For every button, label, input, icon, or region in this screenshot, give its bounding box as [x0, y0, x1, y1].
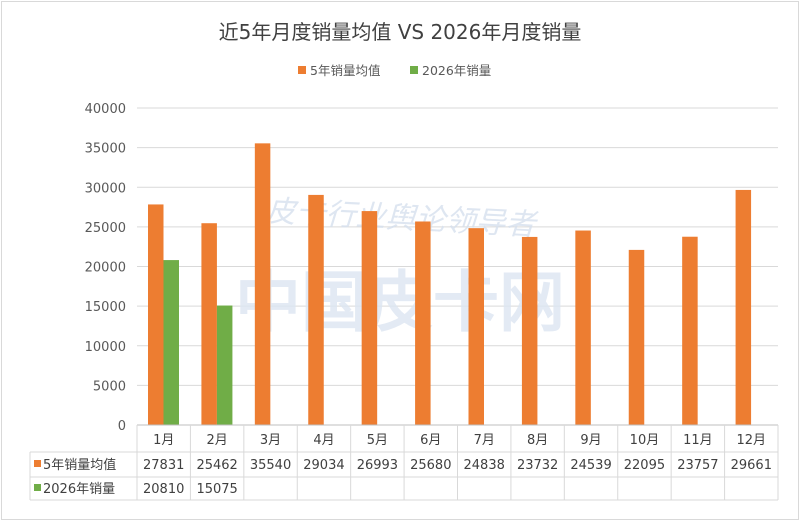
bar-5yr-avg-10	[628, 249, 645, 425]
x-tick-label: 10月	[630, 433, 660, 448]
bar-2026-2	[216, 305, 233, 425]
table-value: 24539	[570, 458, 611, 473]
x-tick-label: 1月	[153, 433, 174, 448]
table-series-label: 2026年销量	[43, 482, 115, 497]
y-tick-label: 5000	[93, 379, 126, 394]
table-value: 15075	[196, 482, 237, 497]
watermark-slogan: 皮卡行业舆论领导者	[265, 194, 539, 243]
bar-5yr-avg-6	[415, 221, 431, 425]
y-tick-label: 35000	[85, 142, 126, 157]
bar-5yr-avg-3	[254, 143, 271, 425]
y-tick-label: 15000	[85, 300, 126, 315]
bar-5yr-avg-1	[148, 204, 164, 425]
watermark-logo: 中国皮卡网	[235, 264, 565, 341]
bar-5yr-avg-11	[682, 236, 698, 425]
bar-5yr-avg-8	[521, 236, 538, 425]
x-tick-label: 9月	[580, 433, 601, 448]
table-value: 20810	[143, 482, 184, 497]
bar-2026-1	[163, 260, 179, 425]
x-tick-label: 8月	[527, 433, 548, 448]
x-tick-label: 3月	[260, 433, 281, 448]
bar-5yr-avg-2	[201, 223, 217, 425]
y-tick-label: 40000	[85, 102, 126, 117]
table-value: 23757	[677, 458, 718, 473]
y-tick-label: 10000	[85, 340, 126, 355]
x-tick-label: 11月	[683, 433, 713, 448]
y-tick-label: 30000	[85, 181, 126, 196]
bar-5yr-avg-9	[575, 230, 591, 425]
bar-5yr-avg-12	[735, 189, 752, 425]
y-tick-label: 20000	[85, 261, 126, 276]
x-tick-label: 2月	[206, 433, 227, 448]
table-value: 35540	[250, 458, 291, 473]
table-value: 26993	[357, 458, 398, 473]
legend-label-1: 2026年销量	[422, 63, 491, 78]
table-value: 25680	[410, 458, 451, 473]
bar-5yr-avg-5	[361, 211, 378, 425]
table-legend-key-1	[34, 484, 41, 491]
bar-5yr-avg-4	[308, 194, 324, 425]
table-series-label: 5年销量均值	[43, 457, 116, 473]
x-tick-label: 4月	[313, 433, 334, 448]
table-value: 29661	[731, 458, 772, 473]
table-value: 27831	[143, 458, 184, 473]
y-tick-label: 0	[118, 419, 126, 434]
legend-label-0: 5年销量均值	[310, 63, 380, 78]
x-tick-label: 6月	[420, 433, 441, 448]
table-legend-key-0	[34, 460, 41, 467]
table-value: 23732	[517, 458, 558, 473]
x-tick-label: 5月	[367, 433, 388, 448]
table-value: 22095	[624, 458, 665, 473]
y-tick-label: 25000	[85, 221, 126, 236]
table-value: 25462	[196, 458, 237, 473]
legend-swatch-1	[410, 66, 418, 74]
table-value: 29034	[303, 458, 344, 473]
bar-5yr-avg-7	[468, 228, 484, 425]
x-tick-label: 12月	[737, 433, 767, 448]
chart-title: 近5年月度销量均值 VS 2026年月度销量	[219, 20, 582, 44]
legend-swatch-0	[298, 66, 306, 74]
table-value: 24838	[464, 458, 505, 473]
x-tick-label: 7月	[474, 433, 495, 448]
